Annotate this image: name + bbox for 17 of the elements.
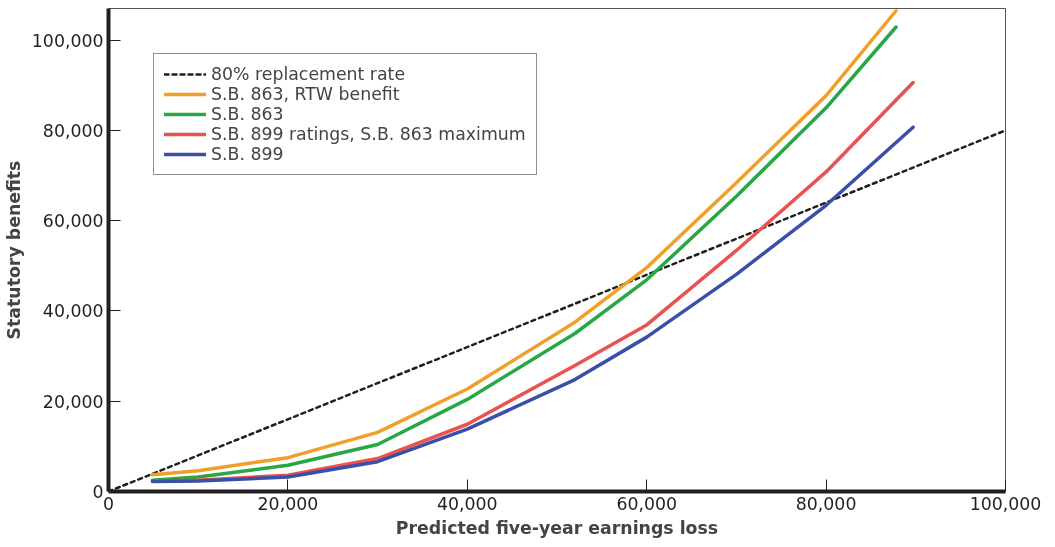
legend-label: 80% replacement rate — [211, 64, 406, 84]
y-axis-title: Statutory benefits — [3, 160, 24, 340]
y-tick-label: 80,000 — [42, 120, 104, 141]
y-tick-label: 60,000 — [42, 211, 104, 232]
x-tick-label: 60,000 — [616, 493, 678, 514]
legend-label: S.B. 899 — [211, 144, 284, 164]
y-tick-label: 40,000 — [42, 301, 104, 322]
y-tick-label: 100,000 — [31, 30, 104, 51]
x-axis-title: Predicted five-year earnings loss — [395, 517, 719, 538]
legend-label: S.B. 899 ratings, S.B. 863 maximum — [211, 124, 526, 144]
x-tick-label: 40,000 — [436, 493, 498, 514]
legend-label: S.B. 863, RTW benefit — [211, 84, 400, 104]
x-tick-label: 80,000 — [795, 493, 857, 514]
y-tick-label: 20,000 — [42, 391, 104, 412]
legend-label: S.B. 863 — [211, 104, 284, 124]
x-tick-label: 20,000 — [257, 493, 319, 514]
x-tick-label: 100,000 — [969, 493, 1042, 514]
